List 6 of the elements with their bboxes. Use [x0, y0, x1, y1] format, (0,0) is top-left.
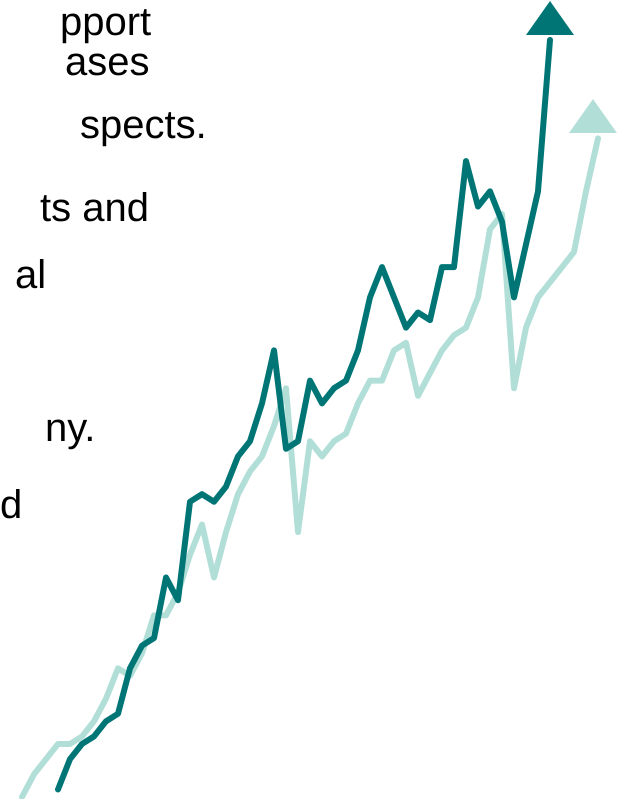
annotation: d — [0, 483, 22, 527]
annotation: al — [15, 253, 46, 297]
annotation: spects. — [80, 103, 207, 147]
annotation: ts and — [40, 186, 149, 230]
annotation: pport — [60, 0, 152, 44]
annotation: ny. — [45, 406, 96, 450]
